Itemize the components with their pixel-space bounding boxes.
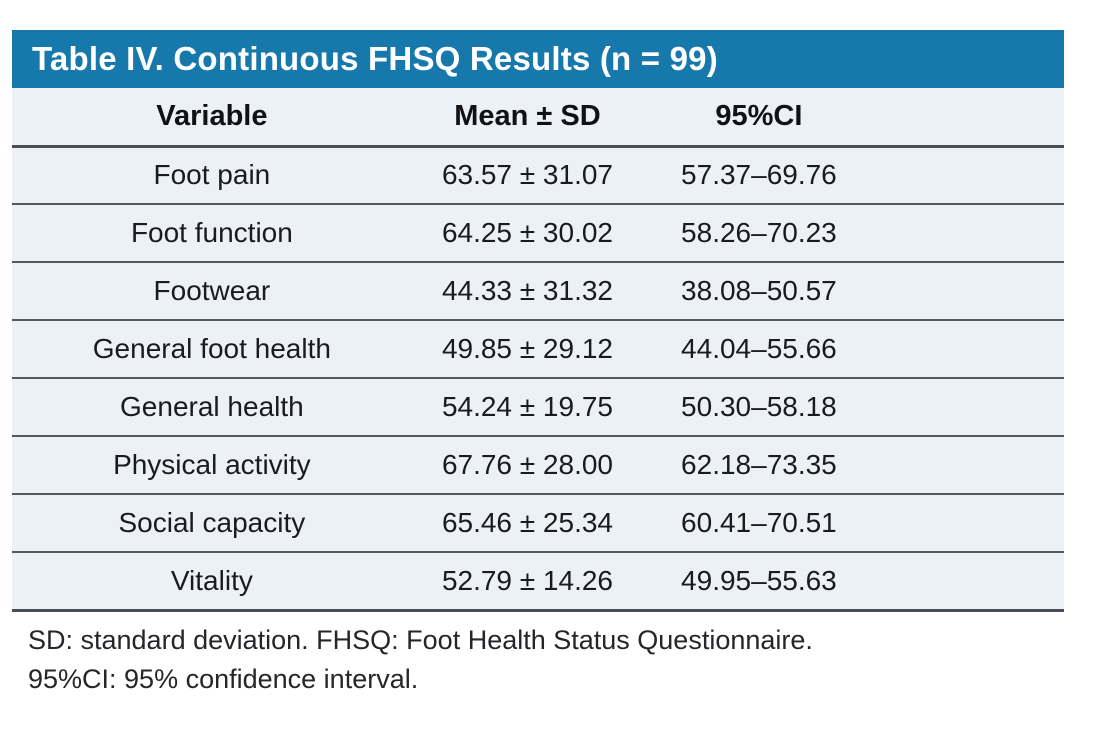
column-header-spacer bbox=[874, 88, 1064, 146]
cell-mean-sd: 44.33 ± 31.32 bbox=[411, 262, 644, 320]
cell-variable: Physical activity bbox=[12, 436, 412, 494]
table-row: Physical activity 67.76 ± 28.00 62.18–73… bbox=[12, 436, 1064, 494]
cell-variable: Foot function bbox=[12, 204, 412, 262]
cell-ci: 50.30–58.18 bbox=[643, 378, 875, 436]
cell-spacer bbox=[874, 378, 1064, 436]
cell-ci: 38.08–50.57 bbox=[643, 262, 875, 320]
data-table: Variable Mean ± SD 95%CI Foot pain 63.57… bbox=[12, 88, 1064, 612]
cell-mean-sd: 52.79 ± 14.26 bbox=[411, 552, 644, 610]
table-row: Vitality 52.79 ± 14.26 49.95–55.63 bbox=[12, 552, 1064, 610]
cell-ci: 44.04–55.66 bbox=[643, 320, 875, 378]
table-row: Social capacity 65.46 ± 25.34 60.41–70.5… bbox=[12, 494, 1064, 552]
cell-ci: 58.26–70.23 bbox=[643, 204, 875, 262]
cell-spacer bbox=[874, 552, 1064, 610]
cell-variable: Footwear bbox=[12, 262, 412, 320]
cell-ci: 49.95–55.63 bbox=[643, 552, 875, 610]
cell-mean-sd: 54.24 ± 19.75 bbox=[411, 378, 644, 436]
table-title-bar: Table IV. Continuous FHSQ Results (n = 9… bbox=[12, 30, 1064, 88]
cell-spacer bbox=[874, 436, 1064, 494]
cell-variable: Social capacity bbox=[12, 494, 412, 552]
table-footnotes: SD: standard deviation. FHSQ: Foot Healt… bbox=[12, 621, 1064, 699]
table-row: General foot health 49.85 ± 29.12 44.04–… bbox=[12, 320, 1064, 378]
cell-variable: General foot health bbox=[12, 320, 412, 378]
table-row: Foot function 64.25 ± 30.02 58.26–70.23 bbox=[12, 204, 1064, 262]
table-row: Foot pain 63.57 ± 31.07 57.37–69.76 bbox=[12, 146, 1064, 204]
table-title: Table IV. Continuous FHSQ Results (n = 9… bbox=[32, 40, 718, 77]
cell-spacer bbox=[874, 146, 1064, 204]
cell-mean-sd: 49.85 ± 29.12 bbox=[411, 320, 644, 378]
table-row: Footwear 44.33 ± 31.32 38.08–50.57 bbox=[12, 262, 1064, 320]
cell-spacer bbox=[874, 204, 1064, 262]
cell-spacer bbox=[874, 262, 1064, 320]
column-header-variable: Variable bbox=[12, 88, 412, 146]
cell-ci: 62.18–73.35 bbox=[643, 436, 875, 494]
cell-variable: General health bbox=[12, 378, 412, 436]
cell-ci: 57.37–69.76 bbox=[643, 146, 875, 204]
cell-variable: Foot pain bbox=[12, 146, 412, 204]
cell-mean-sd: 65.46 ± 25.34 bbox=[411, 494, 644, 552]
header-row: Variable Mean ± SD 95%CI bbox=[12, 88, 1064, 146]
table-row: General health 54.24 ± 19.75 50.30–58.18 bbox=[12, 378, 1064, 436]
column-header-ci: 95%CI bbox=[643, 88, 875, 146]
cell-spacer bbox=[874, 494, 1064, 552]
cell-variable: Vitality bbox=[12, 552, 412, 610]
footnote-ci-definition: 95%CI: 95% confidence interval. bbox=[28, 663, 419, 694]
cell-mean-sd: 63.57 ± 31.07 bbox=[411, 146, 644, 204]
cell-spacer bbox=[874, 320, 1064, 378]
cell-mean-sd: 64.25 ± 30.02 bbox=[411, 204, 644, 262]
footnote-abbreviations: SD: standard deviation. FHSQ: Foot Healt… bbox=[28, 624, 813, 655]
cell-ci: 60.41–70.51 bbox=[643, 494, 875, 552]
cell-mean-sd: 67.76 ± 28.00 bbox=[411, 436, 644, 494]
fhsq-results-table: Table IV. Continuous FHSQ Results (n = 9… bbox=[12, 30, 1064, 699]
column-header-mean-sd: Mean ± SD bbox=[411, 88, 644, 146]
